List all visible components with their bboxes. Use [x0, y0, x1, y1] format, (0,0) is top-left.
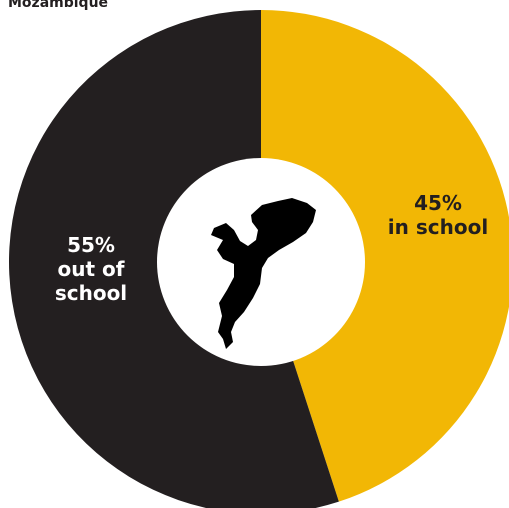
- chart-title: Mozambique: [8, 0, 109, 11]
- slice-in-school: [261, 10, 509, 502]
- slice-percent-label: 45%: [414, 191, 462, 215]
- slice-label-out-of-school: 55% out of school: [55, 233, 127, 305]
- slice-label-in-school: 45% in school: [388, 191, 488, 239]
- slice-category-label: in school: [388, 215, 488, 239]
- slice-percent-label: 55%: [67, 233, 115, 257]
- slice-category-label: out of: [58, 257, 125, 281]
- mozambique-map-silhouette-icon: [211, 198, 316, 349]
- slice-category-label: school: [55, 281, 127, 305]
- slice-labels: 45% in school 55% out of school: [55, 191, 488, 305]
